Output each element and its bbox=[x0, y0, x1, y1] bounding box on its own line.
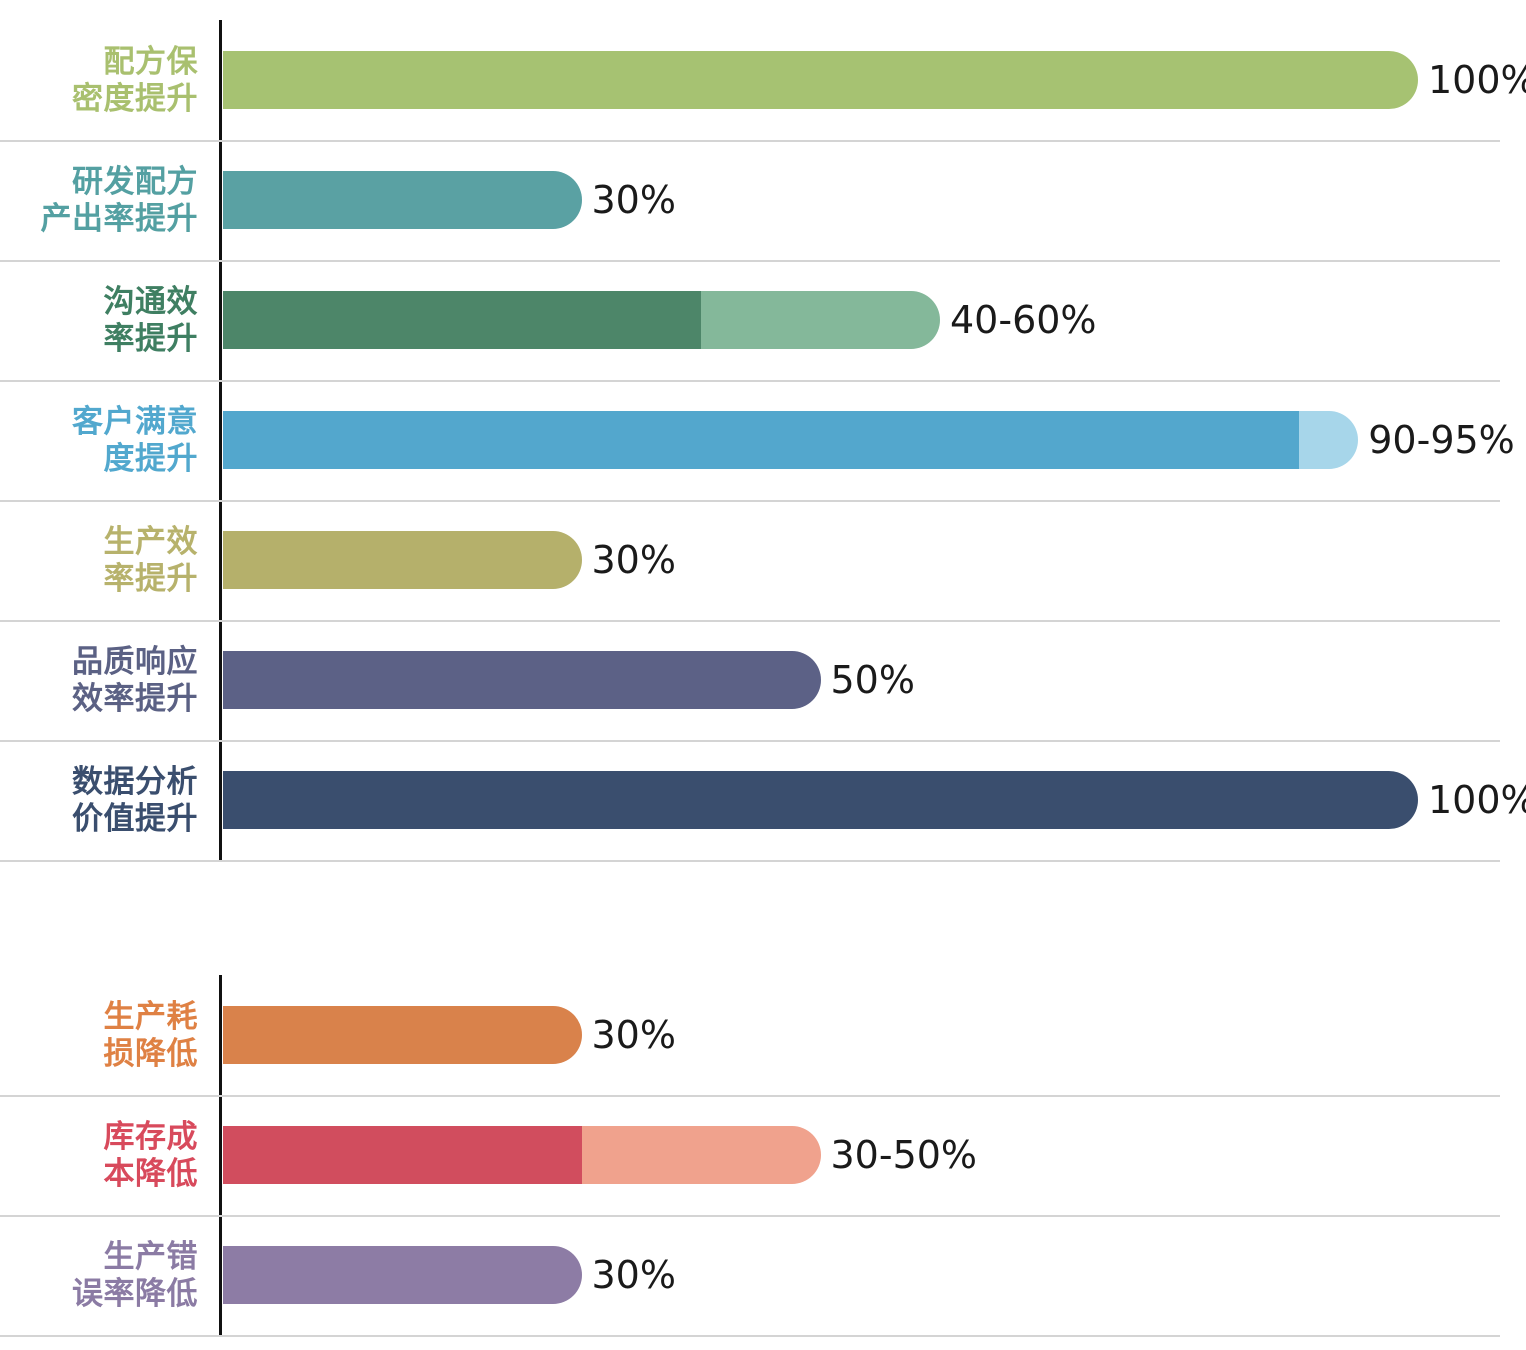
bar-value-label: 30-50% bbox=[830, 1133, 978, 1177]
category-label: 生产耗 损降低 bbox=[103, 998, 198, 1071]
bar[interactable] bbox=[223, 771, 1418, 829]
bar[interactable] bbox=[223, 1126, 821, 1184]
bar[interactable] bbox=[223, 651, 821, 709]
bar-row[interactable]: 库存成 本降低 30-50% bbox=[0, 1095, 1526, 1215]
category-label: 客户满意 度提升 bbox=[72, 403, 198, 476]
row-separator bbox=[0, 260, 1500, 262]
bar-row[interactable]: 配方保 密度提升 100% bbox=[0, 20, 1526, 140]
bar-segment-primary bbox=[223, 291, 701, 349]
bar-segment-secondary bbox=[701, 291, 940, 349]
bar-segment-primary bbox=[223, 1006, 582, 1064]
bar-segment-primary bbox=[223, 1246, 582, 1304]
bar-row[interactable]: 生产错 误率降低 30% bbox=[0, 1215, 1526, 1335]
bar-value-label: 30% bbox=[591, 1253, 676, 1297]
row-separator bbox=[0, 740, 1500, 742]
category-label: 生产效 率提升 bbox=[103, 523, 198, 596]
bar-value-label: 50% bbox=[830, 658, 915, 702]
category-label: 库存成 本降低 bbox=[103, 1118, 198, 1191]
category-label: 生产错 误率降低 bbox=[72, 1238, 198, 1311]
bar-segment-primary bbox=[223, 531, 582, 589]
bar-value-label: 40-60% bbox=[950, 298, 1097, 342]
bar-segment-primary bbox=[223, 411, 1299, 469]
bar[interactable] bbox=[223, 411, 1359, 469]
bar-segment-secondary bbox=[581, 1126, 821, 1184]
bar-row[interactable]: 生产效 率提升 30% bbox=[0, 500, 1526, 620]
bar-row[interactable]: 品质响应 效率提升 50% bbox=[0, 620, 1526, 740]
bar-row[interactable]: 沟通效 率提升 40-60% bbox=[0, 260, 1526, 380]
group-bottom-separator bbox=[0, 860, 1500, 862]
bar-segment-primary bbox=[223, 1126, 582, 1184]
bar-row[interactable]: 客户满意 度提升 90-95% bbox=[0, 380, 1526, 500]
bar[interactable] bbox=[223, 1246, 582, 1304]
bar-segment-primary bbox=[223, 651, 821, 709]
bar-value-label: 30% bbox=[591, 178, 676, 222]
bar-segment-secondary bbox=[1298, 411, 1359, 469]
category-label: 品质响应 效率提升 bbox=[72, 643, 198, 716]
bar-value-label: 90-95% bbox=[1368, 418, 1515, 462]
bar-row[interactable]: 数据分析 价值提升 100% bbox=[0, 740, 1526, 860]
bar-segment-primary bbox=[223, 771, 1418, 829]
category-axis-line bbox=[219, 20, 222, 860]
bar-value-label: 30% bbox=[591, 1013, 676, 1057]
category-label: 数据分析 价值提升 bbox=[72, 763, 198, 836]
bar-segment-primary bbox=[223, 51, 1418, 109]
bar-group-improvements: 配方保 密度提升 100% 研发配方 产出率提升 30% 沟通效 率提升 40-60% 客户… bbox=[0, 20, 1526, 862]
bar-row[interactable]: 研发配方 产出率提升 30% bbox=[0, 140, 1526, 260]
row-separator bbox=[0, 620, 1500, 622]
bar-value-label: 30% bbox=[591, 538, 676, 582]
bar-row[interactable]: 生产耗 损降低 30% bbox=[0, 975, 1526, 1095]
bar-value-label: 100% bbox=[1428, 778, 1526, 822]
row-separator bbox=[0, 380, 1500, 382]
category-label: 配方保 密度提升 bbox=[72, 43, 198, 116]
bar-group-reductions: 生产耗 损降低 30% 库存成 本降低 30-50% 生产错 误率降低 30% bbox=[0, 975, 1526, 1337]
category-axis-line bbox=[219, 975, 222, 1335]
bar[interactable] bbox=[223, 531, 582, 589]
bar-value-label: 100% bbox=[1428, 58, 1526, 102]
group-bottom-separator bbox=[0, 1335, 1500, 1337]
bar-segment-primary bbox=[223, 171, 582, 229]
row-separator bbox=[0, 140, 1500, 142]
bar[interactable] bbox=[223, 291, 940, 349]
category-label: 沟通效 率提升 bbox=[103, 283, 198, 356]
bar[interactable] bbox=[223, 1006, 582, 1064]
row-separator bbox=[0, 1095, 1500, 1097]
bar[interactable] bbox=[223, 171, 582, 229]
row-separator bbox=[0, 500, 1500, 502]
row-separator bbox=[0, 1215, 1500, 1217]
category-label: 研发配方 产出率提升 bbox=[40, 163, 198, 236]
bar[interactable] bbox=[223, 51, 1418, 109]
